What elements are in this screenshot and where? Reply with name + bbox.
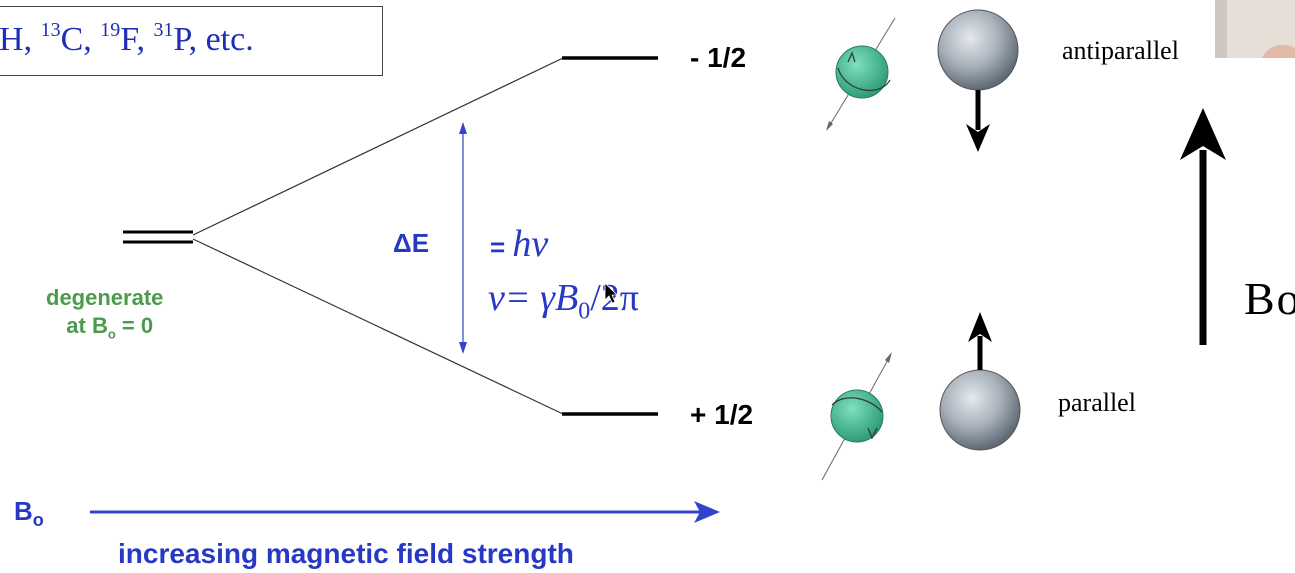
lower-level-label: + 1/2 (690, 399, 754, 430)
delta-e-arrow (459, 122, 467, 354)
axis-b-symbol: Bo (14, 496, 44, 531)
spin-nucleus-upper (826, 17, 896, 131)
antiparallel-label: antiparallel (1062, 36, 1179, 65)
split-line-upper (192, 57, 564, 236)
nucleus-c: 13C, (40, 19, 101, 58)
parallel-spin (939, 312, 1021, 451)
degenerate-line1: degenerate (46, 285, 164, 310)
upper-level-label: - 1/2 (690, 42, 747, 73)
degenerate-line2: at Bo = 0 (66, 313, 154, 342)
antiparallel-spin (937, 9, 1019, 152)
spin-nucleus-lower (821, 352, 892, 481)
degenerate-level (123, 230, 193, 244)
axis-caption: increasing magnetic field strength (118, 538, 574, 569)
nucleus-p: 31P, (153, 19, 206, 58)
delta-e-label: ΔE (393, 228, 430, 258)
field-label: Bo (1244, 273, 1295, 324)
field-direction-arrow (1180, 108, 1226, 345)
equation-line2: ν= γB0/2π (488, 277, 639, 325)
nucleus-f: 19F, (100, 19, 154, 58)
nuclei-list-box: H, 13C, 19F, 31P, etc. (0, 6, 383, 76)
split-line-lower (192, 238, 564, 415)
equation-line1: = hν (490, 223, 549, 265)
parallel-label: parallel (1058, 388, 1136, 417)
nuclei-suffix: etc. (205, 21, 254, 58)
field-strength-arrow (90, 501, 720, 523)
nucleus-h: H, (0, 21, 41, 58)
degenerate-label: degenerate at Bo = 0 (46, 284, 163, 348)
webcam-overlay (1215, 0, 1295, 58)
